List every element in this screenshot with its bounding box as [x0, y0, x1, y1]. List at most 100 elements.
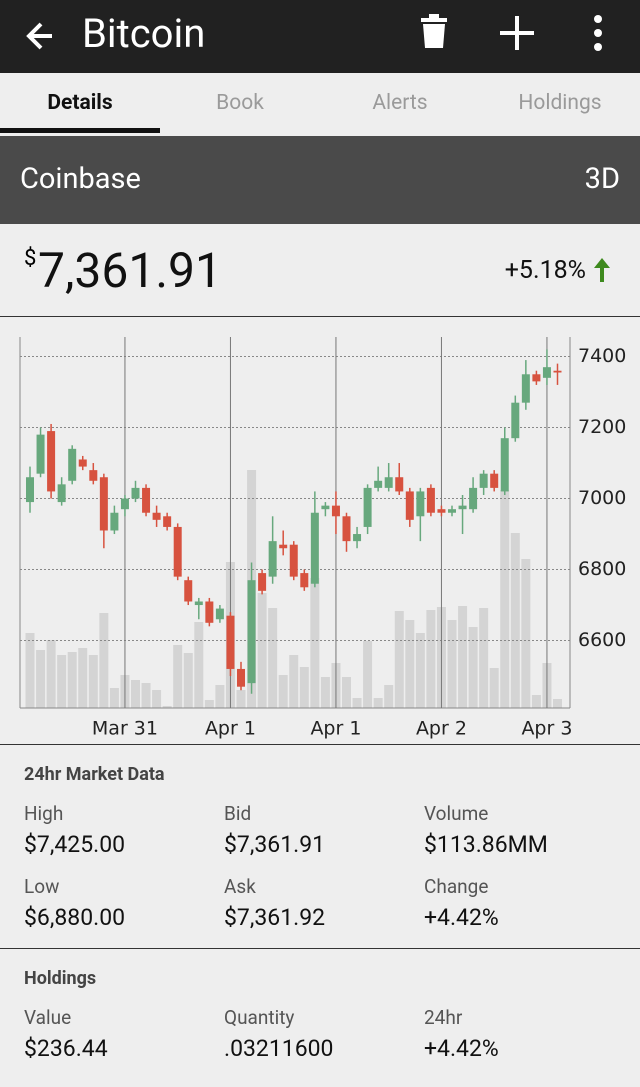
volume-bar [25, 633, 35, 708]
label: Volume [424, 802, 489, 825]
candle-body [173, 526, 182, 577]
tab-indicator [0, 128, 160, 133]
candle-body [532, 374, 541, 382]
candle-body [395, 477, 404, 492]
divider [0, 316, 640, 317]
section-title: 24hr Market Data [24, 764, 165, 785]
candle-body [300, 573, 309, 588]
currency: $ [24, 246, 37, 271]
volume-bar [299, 667, 309, 708]
volume-bar [479, 608, 489, 708]
label: Low [24, 875, 60, 898]
candle-body [258, 573, 267, 591]
volume-bar [141, 683, 151, 708]
candle-body [163, 516, 172, 527]
y-tick-label: 6800 [578, 558, 626, 580]
volume-bar [384, 685, 394, 708]
candle-body [426, 487, 435, 513]
volume-bar [131, 680, 140, 708]
volume-bar [183, 653, 193, 708]
value: .03211600 [224, 1035, 334, 1062]
volume-bar [88, 655, 98, 708]
label: High [24, 802, 64, 825]
label: Change [424, 875, 489, 898]
exchange-bar: Coinbase 3D [0, 136, 640, 224]
value: $7,361.92 [224, 904, 326, 931]
volume-bar [352, 698, 362, 708]
volume-bar [394, 611, 404, 708]
candle-body [68, 448, 77, 481]
back-button[interactable] [22, 16, 62, 56]
candle-body [142, 487, 151, 513]
label: Value [24, 1006, 72, 1029]
y-tick-label: 7200 [578, 416, 626, 438]
value: +4.42% [424, 1035, 499, 1062]
value: $7,361.91 [224, 831, 326, 858]
volume-bar [257, 593, 267, 708]
candle-body [363, 487, 372, 527]
volume-bar [46, 640, 56, 708]
volume-bar [426, 610, 436, 708]
candle-body [184, 580, 193, 602]
candle-body [26, 477, 34, 503]
app-bar: Bitcoin [0, 0, 640, 73]
volume-bar [36, 650, 46, 708]
volume-bar [109, 688, 119, 708]
volume-bar [204, 700, 214, 708]
candle-body [36, 434, 45, 474]
divider [0, 744, 640, 745]
candle-body [89, 470, 98, 481]
volume-bar [162, 706, 172, 708]
candle-body [321, 505, 330, 510]
candle-body [448, 509, 456, 513]
candle-body [342, 516, 351, 542]
candle-body [553, 370, 562, 373]
exchange-name[interactable]: Coinbase [20, 162, 141, 196]
volume-bar [521, 559, 531, 708]
label: Ask [224, 875, 256, 898]
candle-body [521, 374, 530, 403]
volume-bar [67, 652, 77, 708]
volume-bar [215, 685, 225, 708]
volume-bar [553, 699, 562, 708]
x-tick-label: Apr 3 [521, 718, 572, 740]
delete-button[interactable] [418, 14, 450, 50]
volume-bar [152, 690, 162, 708]
value: $236.44 [24, 1035, 108, 1062]
volume-bar [342, 677, 351, 708]
divider [0, 948, 640, 949]
y-tick-label: 6600 [578, 629, 626, 651]
volume-bar [310, 578, 320, 708]
candle-body [120, 498, 129, 510]
x-tick-label: Mar 31 [92, 718, 158, 740]
candle-body [384, 477, 393, 488]
volume-bar [468, 627, 478, 708]
candle-body [511, 402, 520, 439]
candle-body [500, 438, 509, 492]
candle-body [374, 480, 383, 488]
volume-bar [405, 620, 415, 708]
candle-body [194, 601, 203, 606]
add-button[interactable] [498, 14, 536, 52]
tab[interactable]: Book [216, 91, 264, 115]
price-bar: $ 7,361.91 +5.18% [0, 224, 640, 316]
volume-bar [78, 648, 88, 708]
x-tick-label: Apr 1 [205, 718, 256, 740]
volume-bar [489, 668, 499, 708]
range[interactable]: 3D [584, 162, 620, 196]
tab[interactable]: Details [47, 91, 113, 115]
tab-bar: Details Book Alerts Holdings [0, 73, 640, 133]
volume-bar [363, 641, 373, 708]
volume-bar [458, 606, 468, 708]
price: 7,361.91 [38, 242, 222, 299]
menu-button[interactable] [588, 14, 608, 54]
screen-title: Bitcoin [82, 10, 206, 57]
candle-body [331, 505, 340, 517]
volume-bar [415, 633, 425, 708]
candle-body [78, 459, 87, 467]
candle-body [99, 477, 108, 531]
value: +4.42% [424, 904, 499, 931]
tab[interactable]: Holdings [518, 91, 602, 115]
tab[interactable]: Alerts [372, 91, 428, 115]
